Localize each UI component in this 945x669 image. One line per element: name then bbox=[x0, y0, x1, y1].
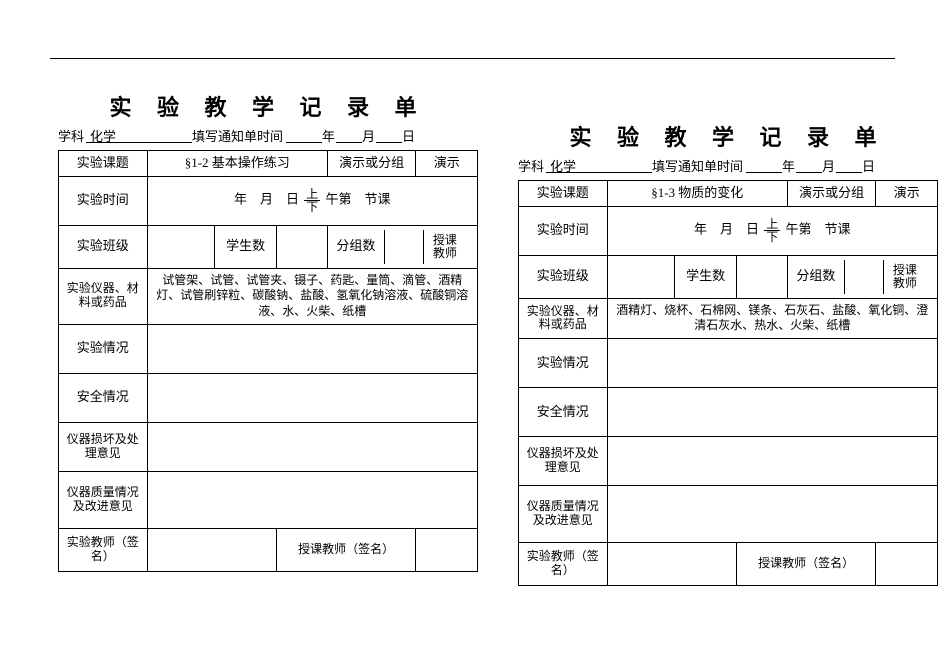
record-table: 实验课题 §1-3 物质的变化 演示或分组 演示 实验时间 年 月 日 上 下 … bbox=[518, 180, 938, 586]
value-lec-teacher bbox=[416, 528, 478, 571]
month-label: 月 bbox=[822, 156, 835, 175]
value-students bbox=[276, 225, 327, 268]
value-situation bbox=[147, 324, 477, 373]
label-lec-teacher: 授课教师（签名） bbox=[276, 528, 416, 571]
label-quality: 仪器质量情况及改进意见 bbox=[519, 486, 608, 543]
time-suffix: 午第 节课 bbox=[786, 222, 851, 237]
fill-time-label: 填写通知单时间 bbox=[192, 126, 283, 145]
value-safety bbox=[607, 388, 937, 437]
time-prefix: 年 月 日 bbox=[694, 222, 759, 237]
time-prefix: 年 月 日 bbox=[234, 192, 299, 207]
value-lec-teacher bbox=[876, 543, 938, 586]
groups-teacher-cell: 分组数 授课教师 bbox=[787, 255, 937, 298]
value-demo: 演示 bbox=[876, 181, 938, 207]
subject-label: 学科 bbox=[58, 126, 84, 145]
underline bbox=[546, 172, 652, 173]
label-teacher: 授课教师 bbox=[423, 230, 466, 264]
year-label: 年 bbox=[782, 156, 795, 175]
year-label: 年 bbox=[322, 126, 335, 145]
value-exp-teacher bbox=[607, 543, 736, 586]
label-groups: 分组数 bbox=[788, 260, 845, 294]
page-top-rule bbox=[50, 58, 895, 59]
underline bbox=[746, 172, 782, 173]
label-class: 实验班级 bbox=[59, 225, 148, 268]
label-students: 学生数 bbox=[215, 225, 276, 268]
value-students bbox=[736, 255, 787, 298]
value-teacher bbox=[926, 260, 937, 294]
label-situation: 实验情况 bbox=[59, 324, 148, 373]
value-apparatus: 酒精灯、烧杯、石棉网、镁条、石灰石、盐酸、氧化铜、澄清石灰水、热水、火柴、纸槽 bbox=[607, 298, 937, 338]
time-fraction: 上 下 bbox=[764, 218, 780, 243]
time-bot: 下 bbox=[304, 201, 320, 213]
value-topic: §1-2 基本操作练习 bbox=[147, 151, 327, 177]
meta-line: 学科 化学 填写通知单时间 年 月 日 bbox=[518, 156, 938, 176]
label-topic: 实验课题 bbox=[59, 151, 148, 177]
label-situation: 实验情况 bbox=[519, 339, 608, 388]
value-safety bbox=[147, 373, 477, 422]
day-label: 日 bbox=[862, 156, 875, 175]
label-demo-or-group: 演示或分组 bbox=[787, 181, 876, 207]
value-quality bbox=[147, 471, 477, 528]
value-class bbox=[147, 225, 215, 268]
value-apparatus: 试管架、试管、试管夹、镊子、药匙、量筒、滴管、酒精灯、试管刷锌粒、碳酸钠、盐酸、… bbox=[147, 268, 477, 324]
value-exp-teacher bbox=[147, 528, 276, 571]
label-topic: 实验课题 bbox=[519, 181, 608, 207]
label-demo-or-group: 演示或分组 bbox=[327, 151, 416, 177]
underline bbox=[376, 142, 402, 143]
label-safety: 安全情况 bbox=[519, 388, 608, 437]
record-table: 实验课题 §1-2 基本操作练习 演示或分组 演示 实验时间 年 月 日 上 下… bbox=[58, 150, 478, 572]
label-time: 实验时间 bbox=[59, 176, 148, 225]
form-title: 实 验 教 学 记 录 单 bbox=[518, 120, 938, 152]
underline bbox=[286, 142, 322, 143]
month-label: 月 bbox=[362, 126, 375, 145]
value-groups bbox=[844, 260, 883, 294]
value-time: 年 月 日 上 下 午第 节课 bbox=[147, 176, 477, 225]
value-class bbox=[607, 255, 675, 298]
record-form-right: 实 验 教 学 记 录 单 学科 化学 填写通知单时间 年 月 日 实验课题 §… bbox=[518, 120, 938, 586]
label-time: 实验时间 bbox=[519, 206, 608, 255]
label-groups: 分组数 bbox=[328, 230, 385, 264]
record-form-left: 实 验 教 学 记 录 单 学科 化学 填写通知单时间 年 月 日 实验课题 §… bbox=[58, 90, 478, 572]
value-situation bbox=[607, 339, 937, 388]
value-quality bbox=[607, 486, 937, 543]
label-quality: 仪器质量情况及改进意见 bbox=[59, 471, 148, 528]
time-suffix: 午第 节课 bbox=[326, 192, 391, 207]
meta-line: 学科 化学 填写通知单时间 年 月 日 bbox=[58, 126, 478, 146]
form-title: 实 验 教 学 记 录 单 bbox=[58, 90, 478, 122]
label-class: 实验班级 bbox=[519, 255, 608, 298]
groups-teacher-cell: 分组数 授课教师 bbox=[327, 225, 477, 268]
label-exp-teacher: 实验教师（签名） bbox=[519, 543, 608, 586]
label-apparatus: 实验仪器、材料或药品 bbox=[519, 298, 608, 338]
fill-time-label: 填写通知单时间 bbox=[652, 156, 743, 175]
subject-label: 学科 bbox=[518, 156, 544, 175]
value-time: 年 月 日 上 下 午第 节课 bbox=[607, 206, 937, 255]
label-lec-teacher: 授课教师（签名） bbox=[736, 543, 876, 586]
underline bbox=[86, 142, 192, 143]
time-bot: 下 bbox=[764, 231, 780, 243]
day-label: 日 bbox=[402, 126, 415, 145]
underline bbox=[836, 172, 862, 173]
underline bbox=[796, 172, 822, 173]
label-apparatus: 实验仪器、材料或药品 bbox=[59, 268, 148, 324]
label-safety: 安全情况 bbox=[59, 373, 148, 422]
value-topic: §1-3 物质的变化 bbox=[607, 181, 787, 207]
value-groups bbox=[384, 230, 423, 264]
label-damage: 仪器损坏及处理意见 bbox=[59, 422, 148, 471]
value-demo: 演示 bbox=[416, 151, 478, 177]
value-damage bbox=[147, 422, 477, 471]
underline bbox=[336, 142, 362, 143]
time-fraction: 上 下 bbox=[304, 188, 320, 213]
label-students: 学生数 bbox=[675, 255, 736, 298]
value-damage bbox=[607, 437, 937, 486]
label-damage: 仪器损坏及处理意见 bbox=[519, 437, 608, 486]
label-exp-teacher: 实验教师（签名） bbox=[59, 528, 148, 571]
label-teacher: 授课教师 bbox=[883, 260, 926, 294]
value-teacher bbox=[466, 230, 477, 264]
